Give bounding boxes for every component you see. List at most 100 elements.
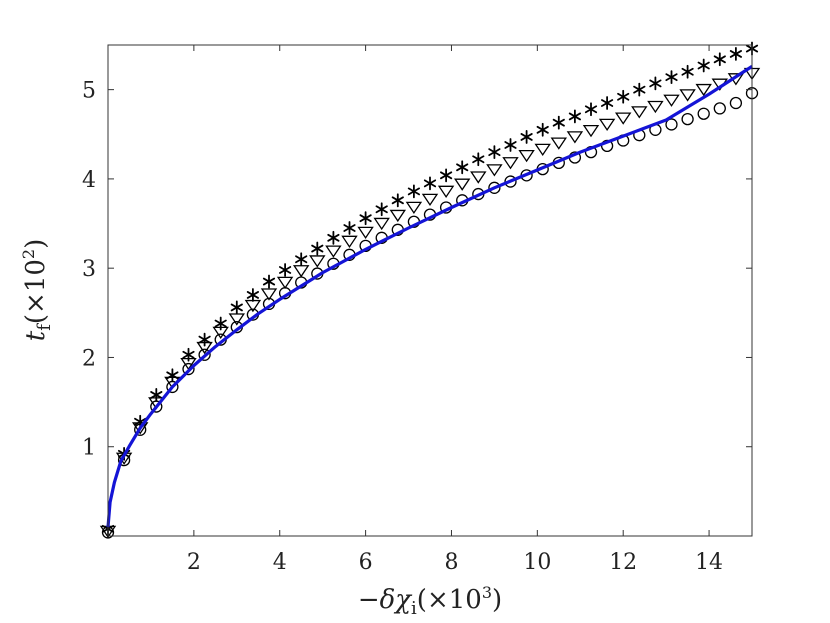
circle-marker bbox=[166, 380, 179, 394]
triangle-marker bbox=[276, 276, 294, 290]
y-axis-title-main: t bbox=[21, 330, 51, 341]
triangle-marker bbox=[228, 313, 246, 326]
y-tick-label: 4 bbox=[82, 168, 96, 193]
asterisk-marker bbox=[295, 252, 308, 267]
asterisk-marker bbox=[729, 47, 742, 61]
plot-frame bbox=[107, 44, 753, 537]
y-axis-title-scale: (×10 bbox=[21, 259, 51, 324]
fit-curve bbox=[106, 65, 753, 528]
asterisk-marker bbox=[713, 52, 726, 67]
asterisk-marker bbox=[391, 193, 404, 208]
x-tick-label: 10 bbox=[523, 550, 551, 575]
triangle-marker bbox=[647, 100, 664, 114]
y-axis-ticks: 1 2 3 4 5 bbox=[82, 79, 752, 461]
asterisk-marker bbox=[617, 89, 630, 104]
asterisk-marker bbox=[440, 168, 453, 183]
triangle-marker bbox=[453, 178, 471, 191]
asterisk-marker bbox=[375, 202, 388, 217]
asterisk-marker bbox=[150, 388, 163, 402]
x-axis-title-scale: (×10 bbox=[417, 585, 482, 615]
x-tick-label: 12 bbox=[609, 550, 637, 575]
triangle-marker bbox=[486, 164, 503, 177]
y-tick-label: 1 bbox=[82, 436, 96, 461]
asterisk-marker bbox=[504, 138, 517, 152]
circle-marker bbox=[488, 181, 501, 194]
triangle-marker bbox=[180, 357, 197, 371]
triangle-marker bbox=[260, 288, 278, 301]
asterisk-marker bbox=[472, 152, 485, 167]
x-axis-ticks: 2 4 6 8 10 12 14 bbox=[187, 45, 723, 575]
x-axis-title-sub: i bbox=[411, 598, 417, 619]
triangle-marker bbox=[389, 209, 407, 223]
asterisk-marker bbox=[311, 241, 324, 256]
triangle-marker bbox=[518, 149, 535, 163]
x-axis-title-main: −δχ bbox=[358, 585, 413, 615]
asterisk-marker bbox=[327, 230, 340, 245]
triangle-marker bbox=[550, 137, 568, 150]
x-tick-label: 6 bbox=[359, 550, 373, 575]
asterisk-marker bbox=[262, 274, 276, 289]
x-tick-label: 2 bbox=[187, 550, 201, 575]
triangle-marker bbox=[695, 83, 712, 97]
triangle-marker bbox=[679, 89, 696, 102]
triangle-marker bbox=[437, 185, 455, 198]
triangle-marker bbox=[470, 171, 487, 184]
circle-marker bbox=[150, 400, 163, 413]
asterisk-marker bbox=[520, 130, 533, 144]
y-tick-label: 5 bbox=[82, 79, 96, 104]
triangle-marker bbox=[244, 299, 262, 313]
asterisk-marker bbox=[665, 70, 678, 85]
triangle-marker bbox=[341, 235, 358, 248]
triangle-marker bbox=[292, 265, 310, 278]
circle-marker bbox=[713, 102, 726, 115]
y-axis-title: tf(×102) bbox=[19, 239, 55, 341]
triangle-marker bbox=[309, 255, 326, 268]
asterisk-marker bbox=[359, 211, 372, 226]
x-tick-label: 8 bbox=[444, 550, 458, 575]
x-axis-title-exp: 3 bbox=[482, 583, 492, 602]
circle-marker bbox=[600, 139, 614, 153]
asterisk-marker bbox=[552, 115, 565, 130]
triangle-marker bbox=[566, 131, 584, 144]
y-axis-title-sub: f bbox=[34, 323, 55, 331]
asterisk-marker bbox=[407, 184, 420, 199]
triangle-marker bbox=[598, 118, 616, 132]
plot-area bbox=[108, 45, 752, 536]
y-tick-label: 3 bbox=[82, 257, 96, 282]
y-tick-label: 2 bbox=[82, 346, 96, 371]
circle-marker bbox=[182, 362, 195, 376]
triangle-marker bbox=[405, 201, 423, 215]
y-axis-title-exp: 2 bbox=[19, 249, 38, 259]
asterisk-marker bbox=[697, 58, 710, 73]
circle-marker bbox=[134, 423, 147, 436]
x-axis-title-close: ) bbox=[492, 585, 502, 615]
triangle-marker bbox=[212, 326, 229, 340]
asterisk-marker bbox=[601, 96, 614, 110]
triangle-marker bbox=[357, 226, 374, 240]
circle-marker bbox=[504, 175, 517, 188]
asterisk-marker bbox=[681, 64, 694, 79]
triangle-marker bbox=[373, 217, 390, 231]
asterisk-marker bbox=[568, 109, 581, 124]
circle-marker bbox=[665, 118, 678, 131]
asterisk-marker bbox=[633, 82, 646, 97]
asterisk-marker bbox=[584, 102, 598, 117]
triangle-marker bbox=[582, 124, 600, 138]
triangle-marker bbox=[534, 143, 551, 157]
asterisk-marker bbox=[230, 300, 243, 315]
circle-marker bbox=[697, 107, 710, 120]
triangle-marker bbox=[421, 193, 439, 207]
circle-marker bbox=[681, 112, 694, 126]
asterisk-marker bbox=[649, 76, 662, 91]
circle-marker bbox=[729, 96, 743, 110]
triangle-marker bbox=[196, 341, 213, 355]
circle-marker bbox=[198, 348, 211, 361]
triangle-marker bbox=[614, 112, 632, 125]
x-tick-label: 4 bbox=[273, 550, 287, 575]
x-axis-title: −δχi(×103) bbox=[358, 583, 502, 619]
triangle-marker bbox=[663, 94, 680, 107]
asterisk-marker bbox=[198, 332, 211, 347]
triangle-marker bbox=[502, 157, 519, 170]
asterisk-marker bbox=[488, 145, 501, 160]
